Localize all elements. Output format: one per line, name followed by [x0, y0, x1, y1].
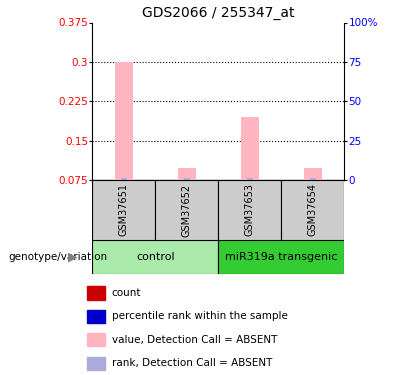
Text: percentile rank within the sample: percentile rank within the sample [112, 311, 288, 321]
Text: count: count [112, 288, 142, 298]
Bar [121, 178, 127, 180]
Title: GDS2066 / 255347_at: GDS2066 / 255347_at [142, 6, 295, 20]
Text: GSM37651: GSM37651 [119, 183, 129, 237]
Bar [87, 310, 105, 323]
Text: value, Detection Call = ABSENT: value, Detection Call = ABSENT [112, 335, 277, 345]
Text: ▶: ▶ [68, 251, 78, 263]
Bar [87, 286, 105, 300]
Text: GSM37653: GSM37653 [245, 183, 255, 237]
Bar [178, 168, 196, 180]
Bar [87, 357, 105, 370]
Bar [281, 180, 344, 240]
Bar [241, 117, 259, 180]
Text: control: control [136, 252, 175, 262]
Text: rank, Detection Call = ABSENT: rank, Detection Call = ABSENT [112, 358, 272, 368]
Bar [155, 180, 218, 240]
Bar [87, 333, 105, 346]
Text: GSM37652: GSM37652 [182, 183, 192, 237]
Text: genotype/variation: genotype/variation [8, 252, 108, 262]
Bar [115, 62, 133, 180]
Bar [92, 180, 155, 240]
Bar [184, 178, 190, 180]
Bar [218, 180, 281, 240]
Text: miR319a transgenic: miR319a transgenic [225, 252, 338, 262]
Bar [218, 240, 344, 274]
Bar [304, 168, 322, 180]
Text: GSM37654: GSM37654 [308, 183, 318, 237]
Bar [92, 240, 218, 274]
Bar [310, 178, 316, 180]
Bar [247, 178, 253, 180]
